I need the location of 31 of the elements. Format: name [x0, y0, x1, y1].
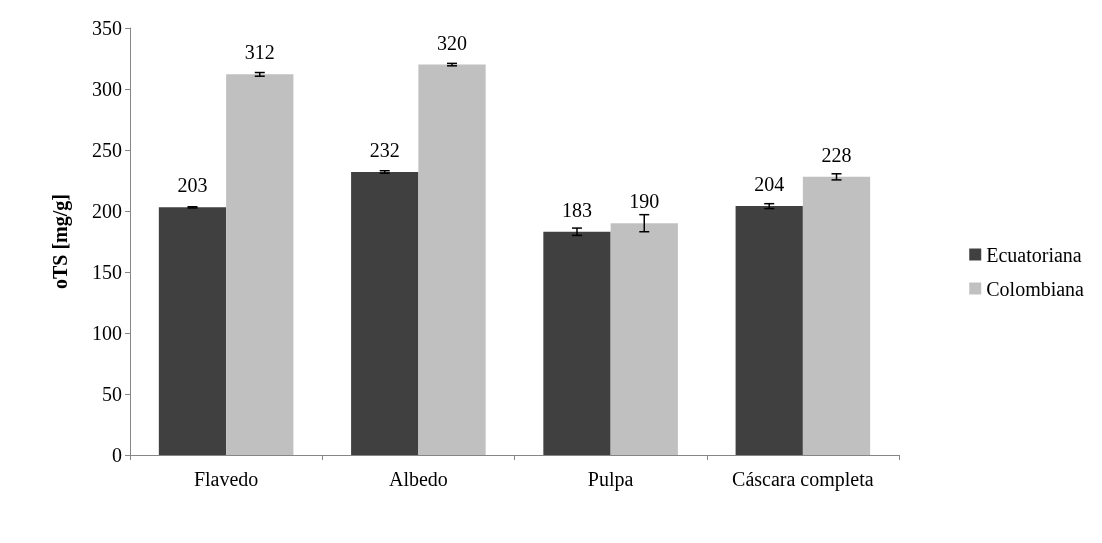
data-label: 228 — [821, 143, 852, 166]
bar — [610, 223, 678, 455]
y-tick-label: 350 — [92, 17, 122, 39]
bar — [802, 176, 871, 455]
data-label: 183 — [561, 198, 592, 221]
y-tick-label: 50 — [102, 383, 122, 405]
y-tick-label: 100 — [92, 322, 122, 344]
bar — [351, 171, 419, 455]
y-axis-title: oTS [mg/g] — [49, 194, 72, 289]
bar — [735, 206, 803, 455]
x-tick-label: Flavedo — [193, 468, 259, 490]
x-tick-label: Cáscara completa — [732, 468, 874, 491]
data-label: 312 — [244, 41, 275, 64]
y-tick-label: 300 — [92, 78, 122, 100]
data-label: 232 — [369, 138, 400, 161]
legend-label: Ecuatoriana — [986, 243, 1082, 266]
data-label: 204 — [754, 173, 785, 196]
y-tick-label: 150 — [92, 261, 122, 283]
bar — [158, 207, 227, 455]
y-tick-label: 250 — [92, 139, 122, 161]
y-tick-label: 0 — [112, 444, 122, 466]
x-tick-label: Albedo — [388, 468, 448, 490]
bar — [543, 231, 611, 455]
data-label: 320 — [437, 31, 468, 54]
data-label: 203 — [177, 174, 208, 197]
y-tick-label: 200 — [92, 200, 122, 222]
bar — [418, 64, 486, 455]
bar — [226, 74, 294, 455]
legend-label: Colombiana — [986, 277, 1085, 300]
x-tick-label: Pulpa — [587, 468, 634, 491]
data-label: 190 — [629, 190, 660, 213]
